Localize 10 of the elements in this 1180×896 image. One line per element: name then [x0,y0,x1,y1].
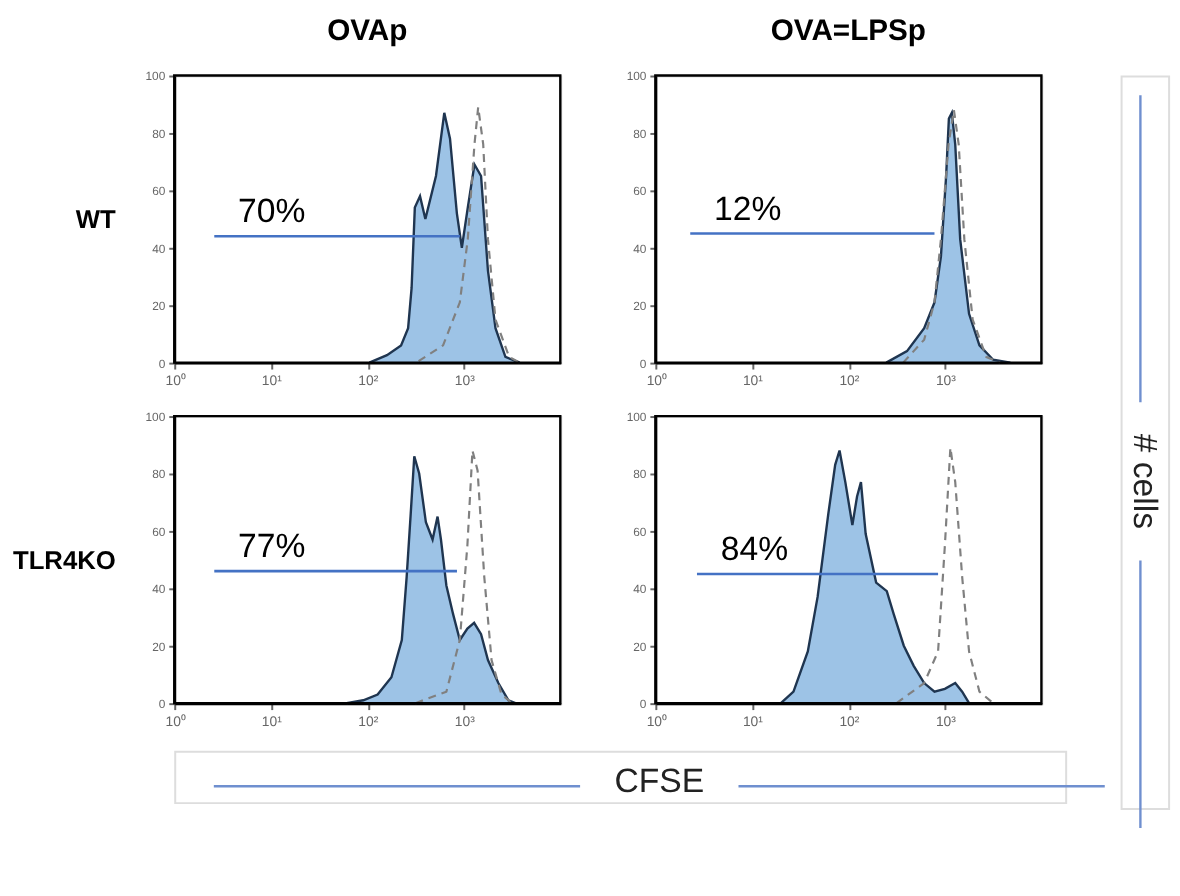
series-label: 84% [720,530,789,569]
y-axis-title: TLR4KO [12,544,116,575]
text: # cells [1126,433,1165,530]
y-axis-title: WT [75,203,117,234]
series-label: 77% [238,527,306,566]
chart-title: OVAp [327,15,408,48]
text: CFSE [614,762,705,801]
series-label: 12% [714,189,782,228]
series-label: 70% [238,192,306,231]
chart-title: OVA=LPSp [770,15,926,48]
